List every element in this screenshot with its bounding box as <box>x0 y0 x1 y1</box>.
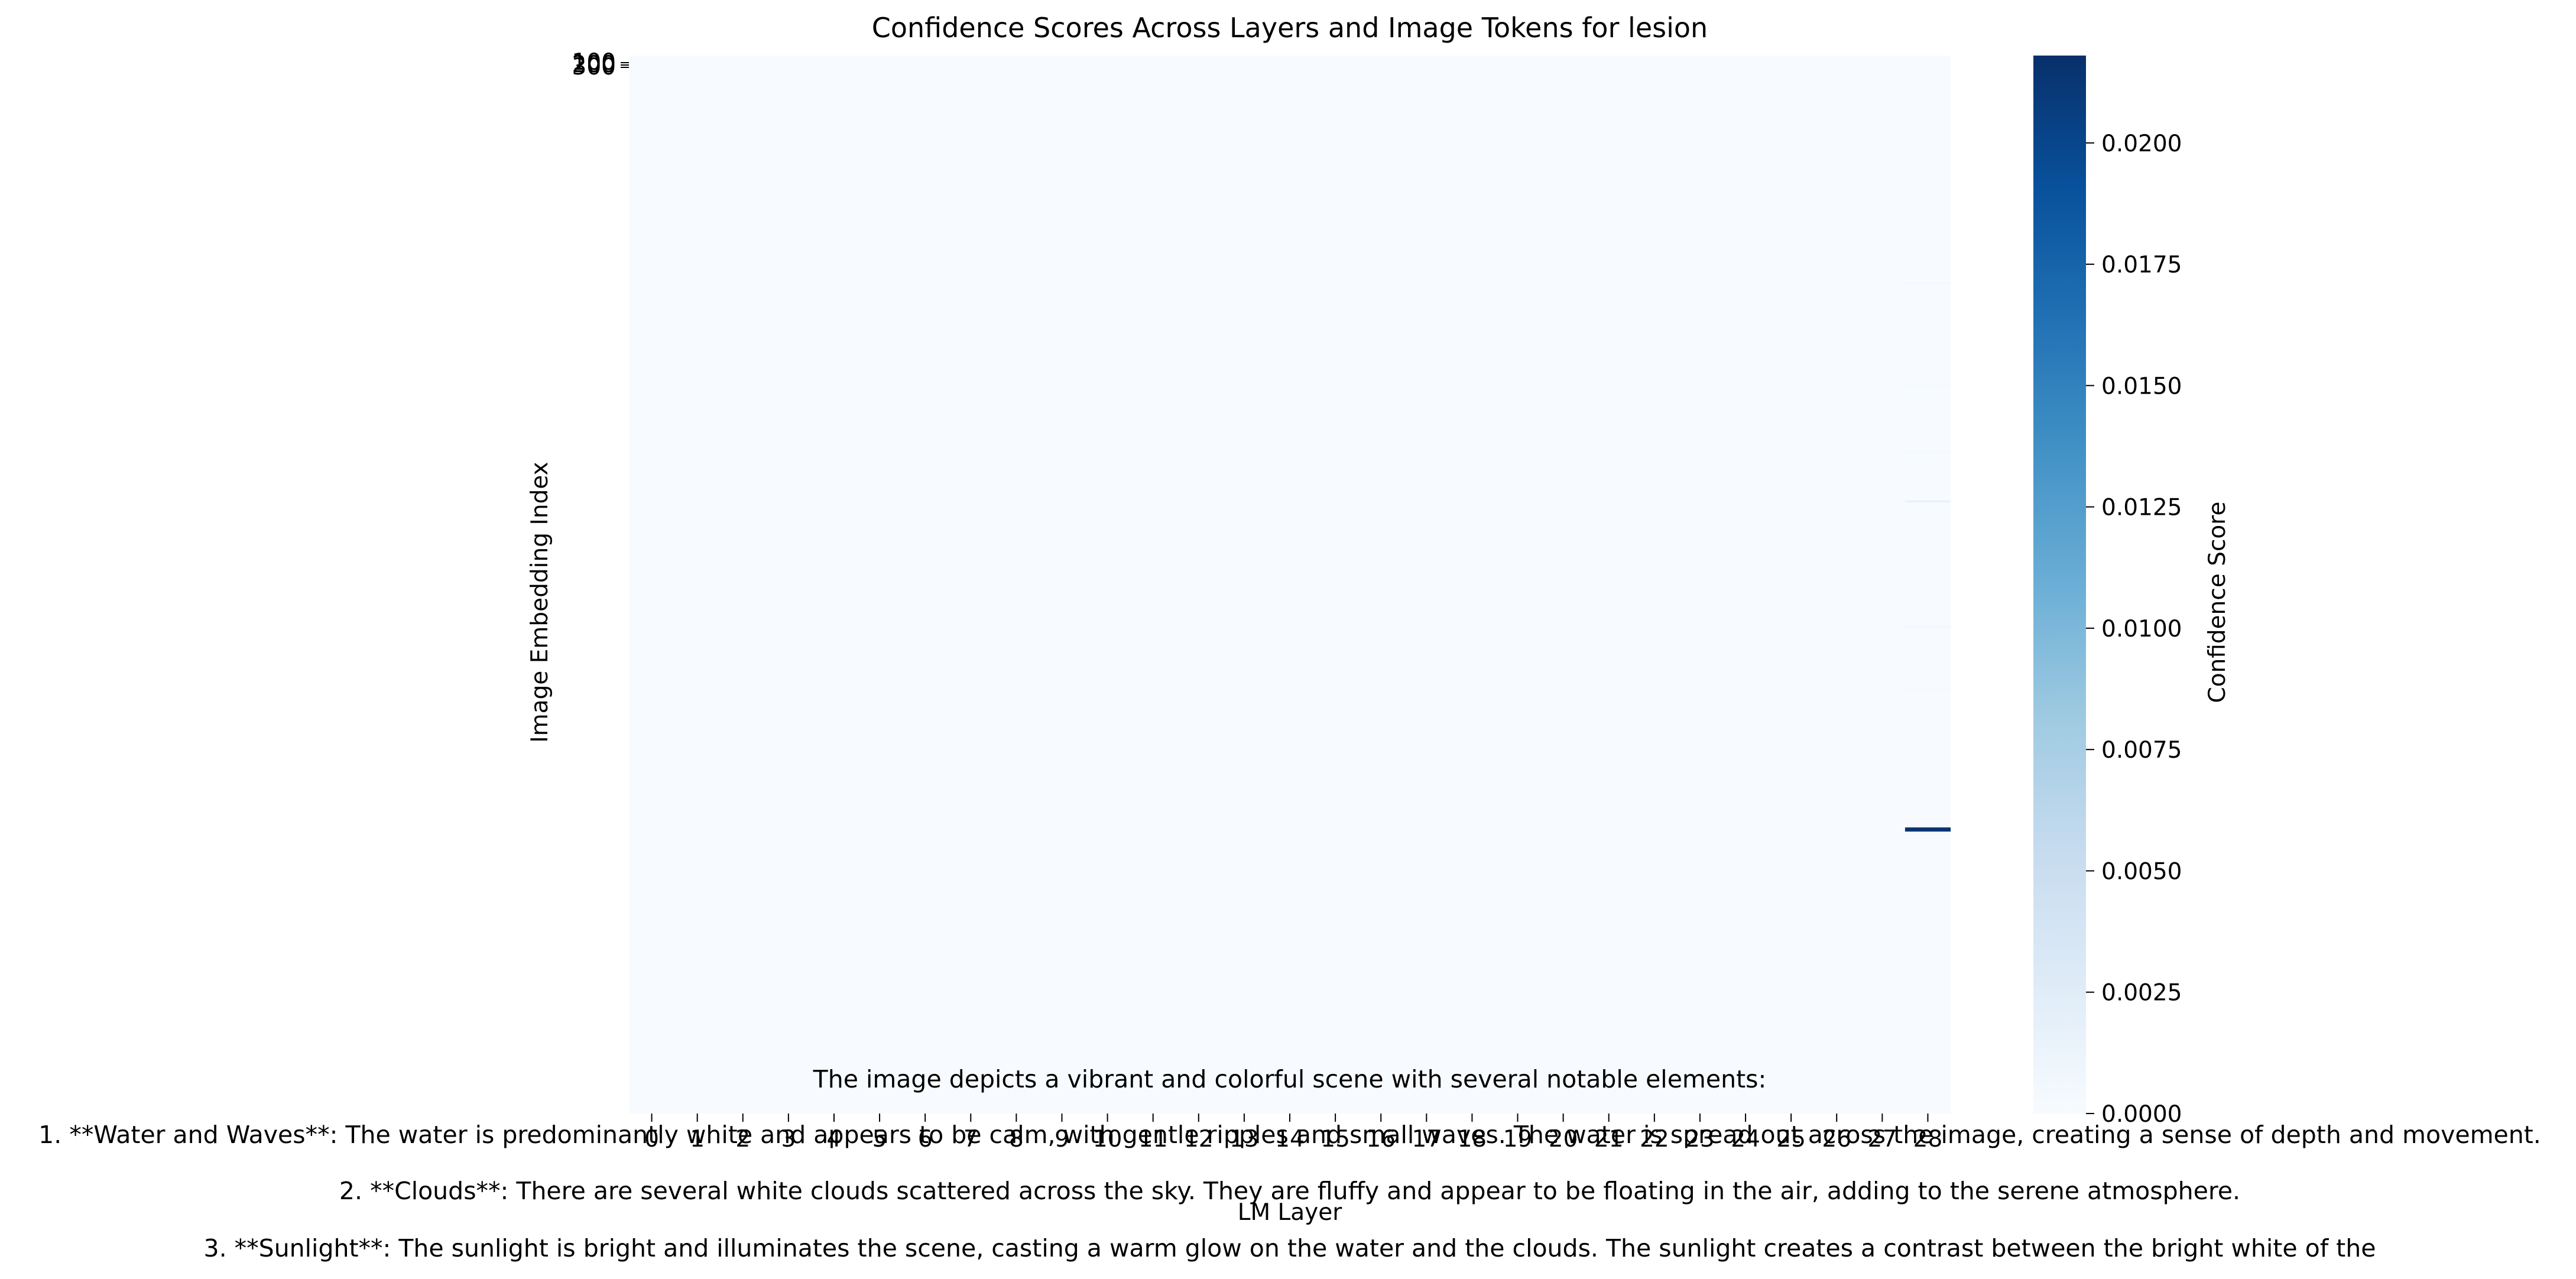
x-tick-label-10: 10 <box>1093 1126 1122 1153</box>
x-axis-ticks: 0 1 2 3 4 5 6 7 8 9 10 11 12 13 14 15 16 17 18 19 20 21 22 23 24… <box>644 1114 1942 1153</box>
x-tick-label-27: 27 <box>1868 1126 1897 1153</box>
colorbar-label: Confidence Score <box>2204 502 2231 703</box>
x-axis-label: LM Layer <box>1238 1199 1342 1226</box>
x-tick-label-3: 3 <box>781 1126 796 1153</box>
x-tick-label-15: 15 <box>1321 1126 1350 1153</box>
colorbar-tick-label-7: 0.0175 <box>2101 252 2182 278</box>
x-tick-label-8: 8 <box>1009 1126 1024 1153</box>
overlay-text-line-1: The image depicts a vibrant and colorful… <box>813 1065 1767 1093</box>
x-tick-label-14: 14 <box>1275 1126 1305 1153</box>
x-tick-label-9: 9 <box>1055 1126 1069 1153</box>
x-tick-label-16: 16 <box>1366 1126 1396 1153</box>
x-tick-label-0: 0 <box>644 1126 659 1153</box>
heatmap-cell-3 <box>1905 281 1951 284</box>
colorbar-tick-label-4: 0.0100 <box>2101 616 2182 642</box>
x-tick-label-23: 23 <box>1685 1126 1715 1153</box>
colorbar-tick-label-5: 0.0125 <box>2101 495 2182 521</box>
colorbar-tick-label-3: 0.0075 <box>2101 737 2182 764</box>
x-tick-label-5: 5 <box>872 1126 887 1153</box>
x-tick-label-17: 17 <box>1412 1126 1441 1153</box>
x-tick-label-1: 1 <box>690 1126 705 1153</box>
overlay-text-line-2: 1. **Water and Waves**: The water is pre… <box>38 1121 2541 1149</box>
x-tick-label-7: 7 <box>963 1126 978 1153</box>
x-tick-label-21: 21 <box>1594 1126 1624 1153</box>
x-tick-label-24: 24 <box>1731 1126 1760 1153</box>
y-axis-label: Image Embedding Index <box>527 462 553 743</box>
x-tick-label-12: 12 <box>1184 1126 1214 1153</box>
x-tick-label-13: 13 <box>1229 1126 1259 1153</box>
heatmap-area <box>629 56 1951 1114</box>
x-tick-label-19: 19 <box>1503 1126 1533 1153</box>
heatmap-cells <box>1905 281 1951 832</box>
chart-title: Confidence Scores Across Layers and Imag… <box>872 12 1708 44</box>
heatmap-cell-6 <box>1905 689 1951 691</box>
heatmap-cell-4 <box>1905 384 1951 387</box>
y-tick-label-200: 200 <box>572 51 616 78</box>
x-tick-label-6: 6 <box>918 1126 933 1153</box>
x-tick-label-11: 11 <box>1138 1126 1168 1153</box>
x-tick-label-26: 26 <box>1822 1126 1851 1153</box>
y-tick-label-100: 100 <box>572 49 616 76</box>
heatmap-cell-1 <box>1905 500 1951 503</box>
x-tick-label-2: 2 <box>735 1126 750 1153</box>
y-tick-label-300: 300 <box>572 54 616 80</box>
colorbar-tick-label-8: 0.0200 <box>2101 131 2182 157</box>
colorbar-tick-label-1: 0.0025 <box>2101 980 2182 1007</box>
x-tick-label-25: 25 <box>1776 1126 1806 1153</box>
heatmap-cell-5 <box>1905 450 1951 453</box>
colorbar-tick-label-2: 0.0050 <box>2101 858 2182 885</box>
heatmap-cell-2 <box>1905 625 1951 628</box>
x-tick-label-20: 20 <box>1549 1126 1578 1153</box>
x-tick-label-18: 18 <box>1458 1126 1487 1153</box>
colorbar-tick-label-6: 0.0150 <box>2101 373 2182 400</box>
overlay-text-line-4: 3. **Sunlight**: The sunlight is bright … <box>203 1234 2376 1262</box>
x-tick-label-4: 4 <box>827 1126 842 1153</box>
x-tick-label-28: 28 <box>1913 1126 1943 1153</box>
colorbar <box>2033 56 2086 1114</box>
overlay-text-line-3: 2. **Clouds**: There are several white c… <box>339 1177 2241 1205</box>
colorbar-tick-label-0: 0.0000 <box>2101 1101 2182 1128</box>
colorbar-ticks: 0.0000 0.0025 0.0050 0.0075 0.0100 0.0125 0.01… <box>2086 131 2182 1128</box>
heatmap-cell-0 <box>1905 827 1951 832</box>
x-tick-label-22: 22 <box>1640 1126 1669 1153</box>
